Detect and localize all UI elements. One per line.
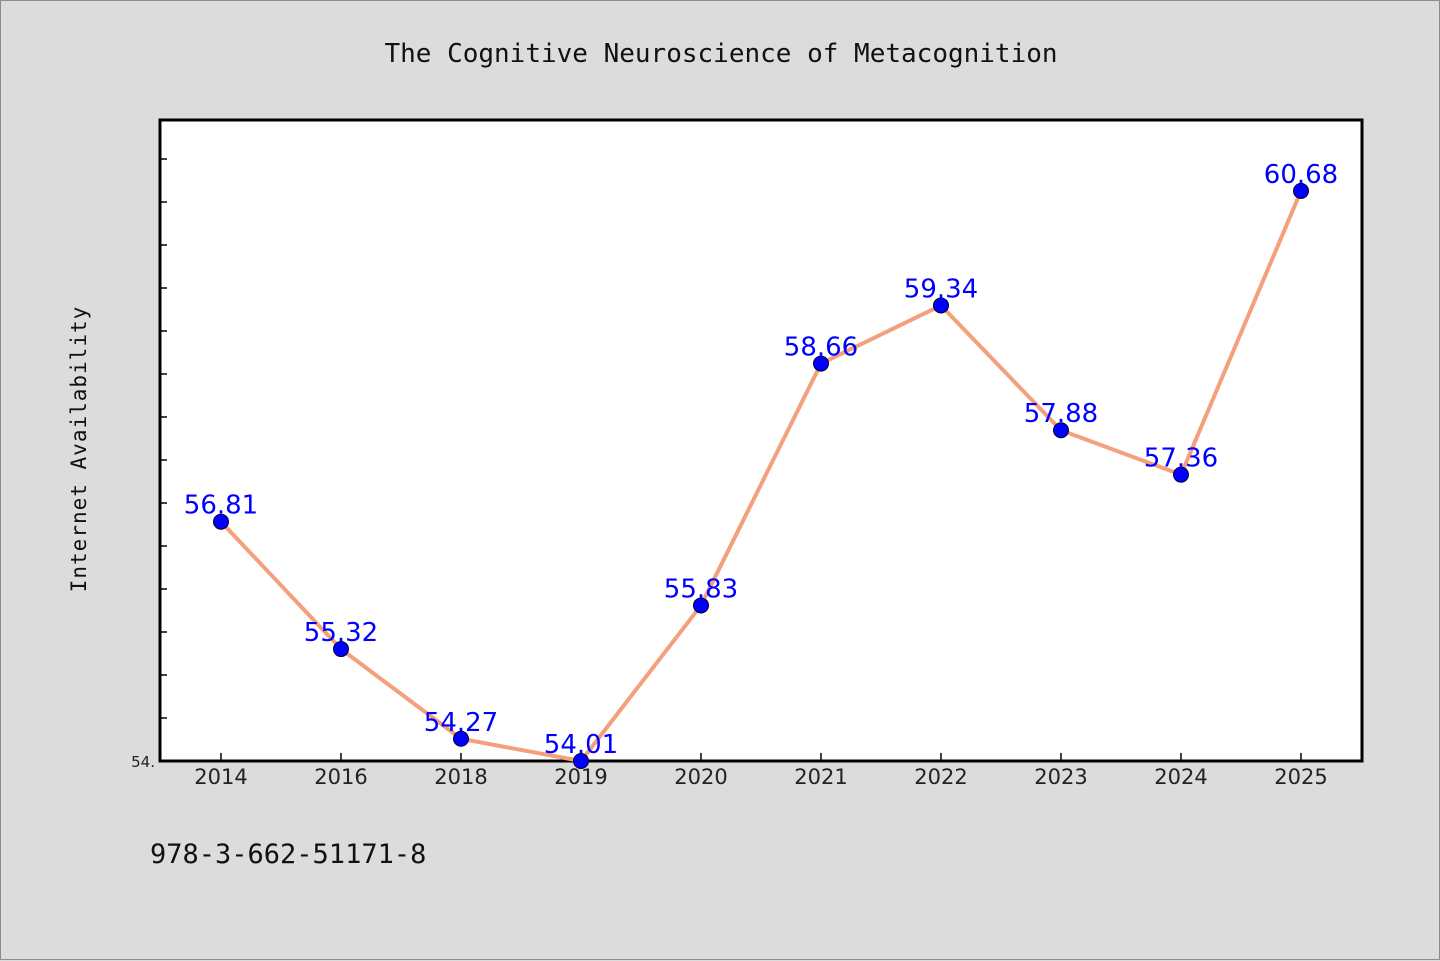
x-tick-label: 2024 [1154,765,1207,789]
data-label: 59.34 [904,274,978,304]
x-tick-label: 2023 [1034,765,1087,789]
isbn-text: 978-3-662-51171-8 [150,839,426,870]
x-tick-labels-group: 2014 2016 2018 2019 2020 2021 2022 2023 2024 2025 [194,765,1327,789]
data-point [573,753,589,769]
data-point [333,641,349,658]
data-point [213,513,229,530]
data-point [1053,422,1069,439]
x-tick-label: 2016 [314,765,367,789]
x-tick-label: 2020 [674,765,727,789]
series-markers-group [213,182,1309,769]
data-label: 57.88 [1024,399,1098,429]
data-label: 58.66 [784,333,858,363]
data-label: 54.27 [424,708,498,738]
data-label: 57.36 [1144,444,1218,474]
data-point [813,355,829,372]
data-label: 54.01 [544,730,618,760]
data-point [933,297,949,314]
data-labels-group: 56.81 55.32 54.27 54.01 55.83 58.66 59.34 57.88… [184,160,1338,760]
data-label: 55.32 [304,618,378,648]
series-line [219,190,1303,763]
chart-title: The Cognitive Neuroscience of Metacognit… [384,39,1057,69]
data-label: 60.68 [1264,160,1338,190]
plot-area [158,118,1364,763]
y-axis-label: Internet Availability [67,306,91,593]
data-label: 56.81 [184,491,258,521]
x-tick-label: 2018 [434,765,487,789]
data-point [1173,466,1189,483]
series-line-group [219,190,1303,763]
data-point [693,597,709,614]
x-tick-label: 2025 [1274,765,1327,789]
x-tick-label: 2014 [194,765,247,789]
data-point [453,730,469,747]
data-point [1293,182,1309,199]
x-tick-label: 2022 [914,765,967,789]
x-tick-label: 2019 [554,765,607,789]
y-tick-label: 54. [131,753,155,771]
y-axis-ticks [160,158,167,719]
data-label: 55.83 [664,574,738,604]
x-tick-label: 2021 [794,765,847,789]
